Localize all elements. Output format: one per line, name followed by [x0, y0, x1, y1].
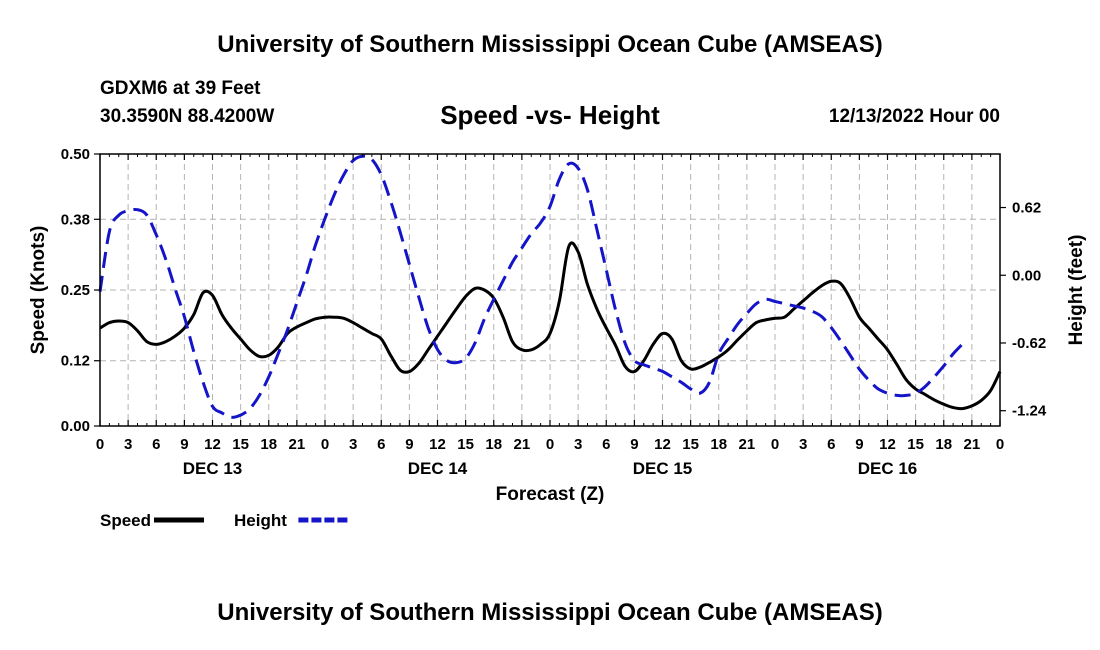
datetime-label: 12/13/2022 Hour 00	[828, 106, 1000, 127]
x-tick-label: 21	[289, 436, 306, 453]
tick-marks	[94, 153, 1006, 427]
x-tick-label: 3	[349, 436, 357, 453]
y2-tick-label: 0.62	[1012, 200, 1041, 217]
x-tick-label: 21	[964, 436, 981, 453]
legend-label: Height	[234, 511, 287, 530]
x-tick-label: 18	[935, 436, 952, 453]
x-tick-label: 15	[907, 436, 924, 453]
x-tick-label: 6	[152, 436, 160, 453]
y2-tick-label: -0.62	[1012, 335, 1046, 352]
x-tick-label: 12	[879, 436, 896, 453]
coordinates-label: 30.3590N 88.4200W	[100, 106, 275, 127]
day-label: DEC 16	[858, 459, 918, 478]
series-line-height	[98, 154, 964, 419]
x-tick-label: 12	[204, 436, 221, 453]
day-label: DEC 13	[183, 459, 243, 478]
x-tick-label: 18	[260, 436, 277, 453]
x-tick-label: 18	[485, 436, 502, 453]
y-tick-label: 0.50	[61, 146, 90, 163]
x-tick-label: 0	[96, 436, 104, 453]
grid-lines	[100, 154, 1000, 426]
y2-tick-label: -1.24	[1012, 403, 1047, 420]
x-tick-label: 12	[654, 436, 671, 453]
station-label: GDXM6 at 39 Feet	[100, 78, 261, 99]
x-tick-label: 15	[232, 436, 249, 453]
x-tick-label: 0	[321, 436, 329, 453]
x-tick-label: 9	[180, 436, 188, 453]
x-tick-label: 0	[771, 436, 779, 453]
x-tick-label: 0	[546, 436, 554, 453]
x-tick-label: 3	[574, 436, 582, 453]
series-layer	[98, 154, 1002, 419]
x-tick-label: 3	[799, 436, 807, 453]
x-tick-label: 9	[855, 436, 863, 453]
x-tick-label: 12	[429, 436, 446, 453]
x-tick-label: 0	[996, 436, 1004, 453]
x-tick-label: 15	[682, 436, 699, 453]
y-tick-label: 0.25	[61, 282, 90, 299]
y2-tick-label: 0.00	[1012, 267, 1041, 284]
day-label: DEC 15	[633, 459, 693, 478]
y-tick-label: 0.38	[61, 211, 90, 228]
axis-labels: 0 3 6 9 12 15 18 21 0 3 6 9 12 15 18 21 0 3 6 9 12 15 18 21 0 3 6 9…	[28, 146, 1087, 505]
x-tick-label: 9	[405, 436, 413, 453]
y-axis-label: Speed (Knots)	[28, 226, 49, 355]
chart-title: University of Southern Mississippi Ocean…	[217, 31, 883, 58]
x-tick-label: 6	[602, 436, 610, 453]
chart-subtitle: Speed -vs- Height	[440, 100, 660, 130]
y-tick-label: 0.00	[61, 418, 90, 435]
y-tick-label: 0.12	[61, 353, 90, 370]
day-label: DEC 14	[408, 459, 468, 478]
x-tick-label: 6	[827, 436, 835, 453]
x-tick-label: 6	[377, 436, 385, 453]
x-tick-label: 18	[710, 436, 727, 453]
legend-label: Speed	[100, 511, 151, 530]
y2-axis-label: Height (feet)	[1066, 235, 1087, 346]
x-axis-label: Forecast (Z)	[496, 484, 605, 505]
series-line-speed	[99, 241, 1002, 411]
footer-title: University of Southern Mississippi Ocean…	[217, 599, 883, 626]
x-tick-label: 21	[514, 436, 531, 453]
x-tick-label: 3	[124, 436, 132, 453]
legend: Speed Height	[100, 511, 349, 530]
x-tick-label: 15	[457, 436, 474, 453]
x-tick-label: 21	[739, 436, 756, 453]
x-tick-label: 9	[630, 436, 638, 453]
